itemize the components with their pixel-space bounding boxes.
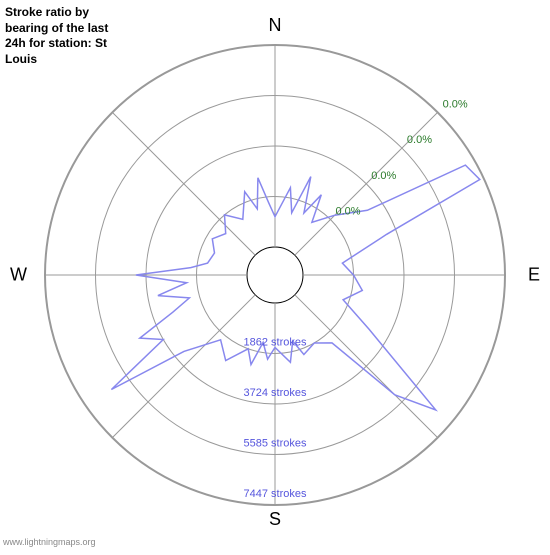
cardinal-west: W [10, 265, 27, 286]
svg-text:1862 strokes: 1862 strokes [244, 337, 307, 349]
svg-text:3724 strokes: 3724 strokes [244, 387, 307, 399]
svg-text:0.0%: 0.0% [371, 170, 396, 182]
cardinal-east: E [528, 265, 540, 286]
svg-text:0.0%: 0.0% [336, 205, 361, 217]
cardinal-south: S [269, 509, 281, 530]
chart-svg: 0.0% 0.0% 0.0% 0.0% 1862 strokes 3724 strokes… [0, 0, 550, 550]
attribution-text: www.lightningmaps.org [3, 537, 96, 547]
polar-chart: 0.0% 0.0% 0.0% 0.0% 1862 strokes 3724 strokes… [0, 0, 550, 550]
svg-text:0.0%: 0.0% [443, 98, 468, 110]
svg-text:5585 strokes: 5585 strokes [244, 438, 307, 450]
cardinal-north: N [269, 15, 282, 36]
svg-text:7447 strokes: 7447 strokes [244, 488, 307, 500]
svg-text:0.0%: 0.0% [407, 134, 432, 146]
